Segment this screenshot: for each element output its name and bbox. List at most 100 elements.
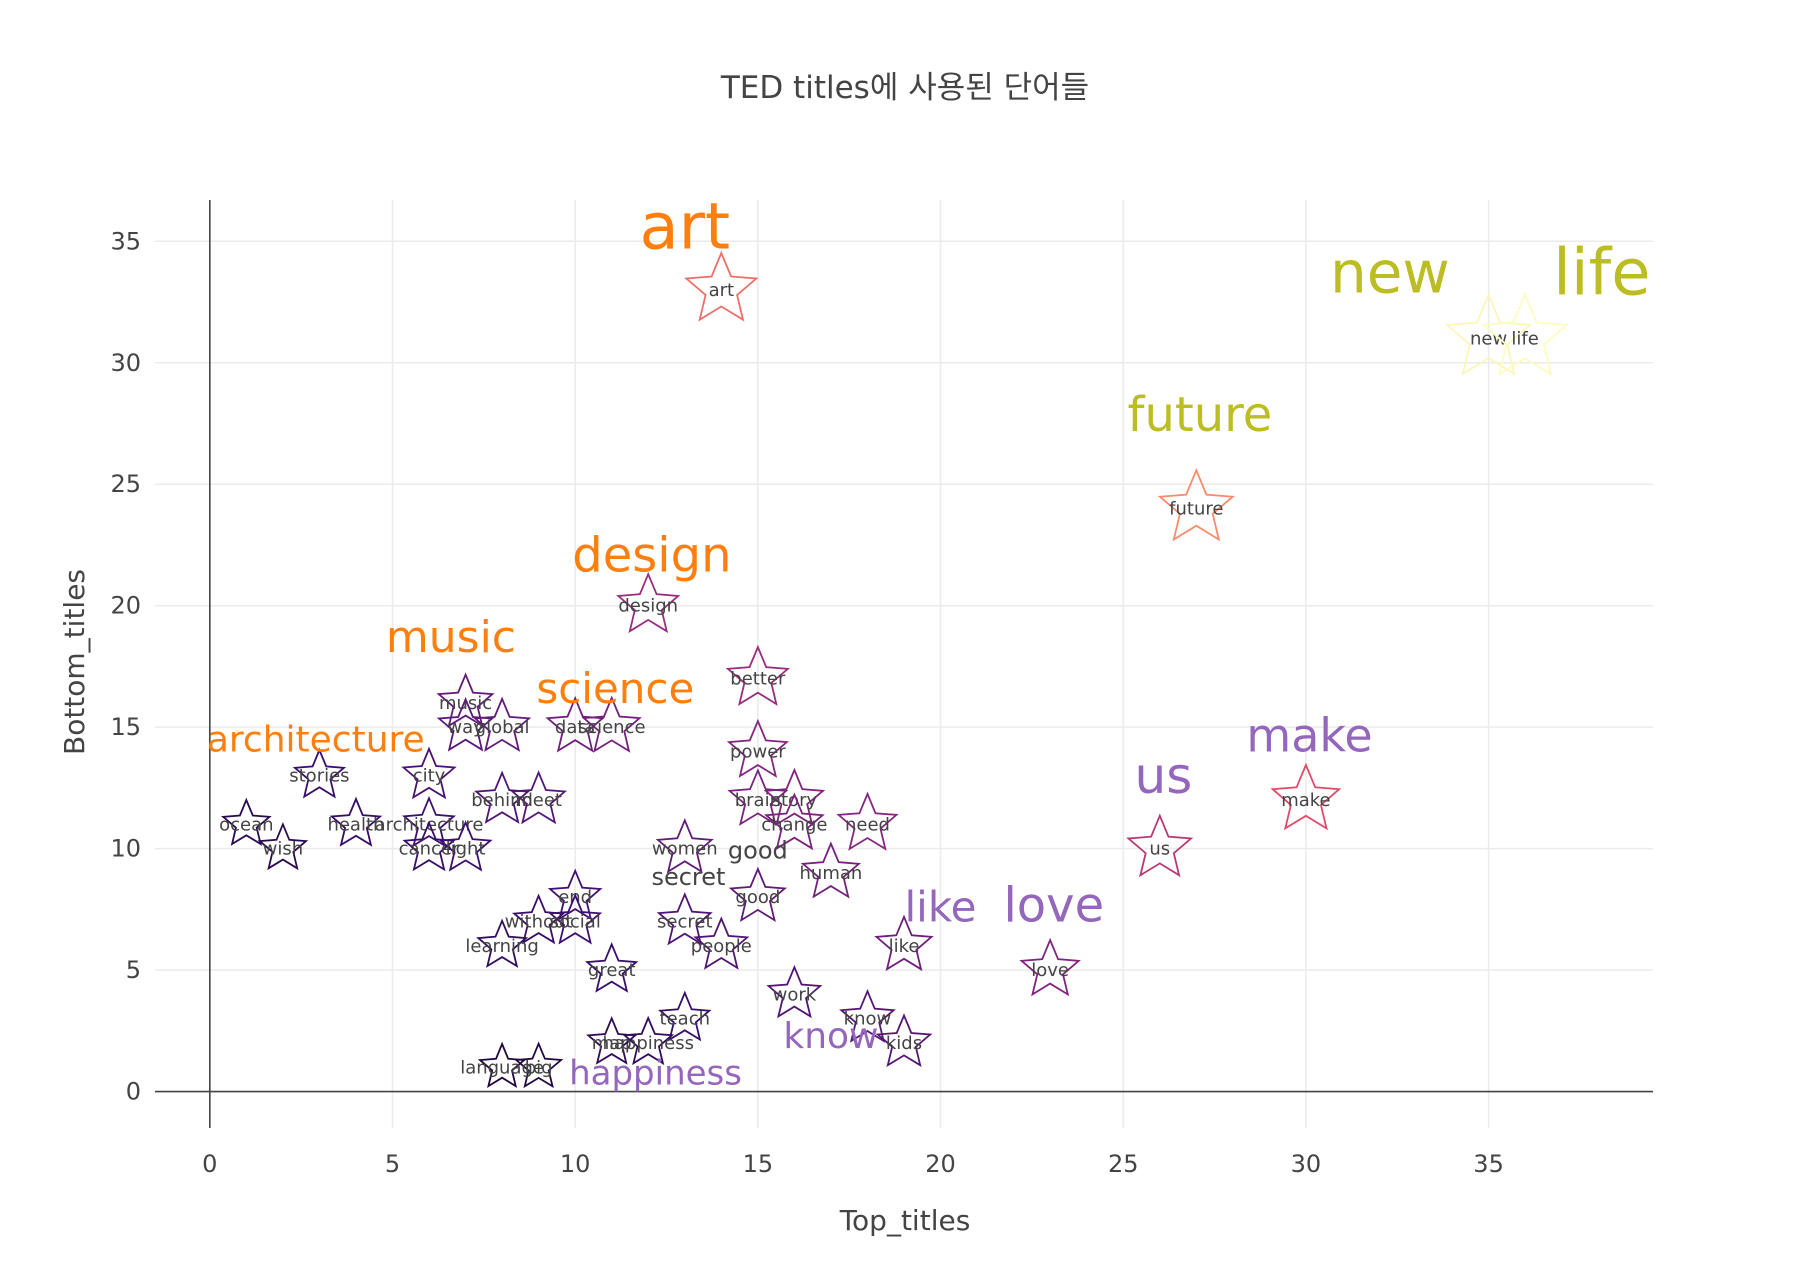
word-annotation: make (1246, 708, 1372, 762)
data-point-marker (1270, 762, 1342, 831)
data-point-label: data (555, 717, 596, 738)
data-point-label: kids (886, 1033, 922, 1054)
data-point-marker (586, 1015, 638, 1065)
data-point-marker (1481, 292, 1570, 376)
data-point-marker (1444, 292, 1533, 376)
data-point-label: future (1169, 499, 1223, 520)
data-point-marker (436, 672, 495, 728)
data-point-marker (763, 767, 826, 827)
data-point-marker (728, 866, 787, 923)
data-point-marker (1157, 467, 1235, 542)
data-point-label: change (761, 814, 827, 835)
data-point-label: big (525, 1057, 553, 1078)
data-point-label: love (1031, 960, 1069, 981)
y-tick-label: 20 (110, 592, 141, 620)
data-point-label: ocean (219, 814, 273, 835)
data-point-label: like (889, 936, 920, 957)
data-point-marker (476, 918, 529, 968)
data-point-marker (472, 696, 532, 752)
data-point-label: design (618, 596, 678, 617)
word-annotation: life (1553, 237, 1650, 311)
data-point-marker (836, 791, 899, 851)
data-point-label: map (592, 1033, 632, 1054)
word-annotation: good (728, 836, 788, 864)
x-tick-label: 5 (385, 1150, 400, 1178)
data-point-label: work (773, 984, 817, 1005)
y-axis-title: Bottom_titles (58, 569, 91, 755)
data-point-marker (658, 990, 712, 1042)
x-tick-label: 20 (925, 1150, 956, 1178)
data-point-label: city (413, 766, 446, 787)
y-tick-label: 0 (126, 1078, 141, 1106)
data-point-marker (655, 818, 714, 874)
data-point-label: brain (735, 790, 781, 811)
data-point-label: need (845, 814, 890, 835)
data-point-label: good (735, 887, 780, 908)
data-point-marker (1126, 813, 1194, 878)
word-annotation: secret (651, 863, 725, 891)
word-annotation: us (1135, 747, 1193, 805)
data-point-label: power (730, 741, 786, 762)
y-tick-label: 15 (110, 713, 141, 741)
axis-layer: 0 5 10 15 20 25 30 35 0 5 10 15 20 25 30 35 (110, 200, 1653, 1178)
data-point-label: better (730, 669, 786, 690)
y-tick-label: 25 (110, 470, 141, 498)
word-annotation: science (536, 664, 694, 713)
data-point-marker (875, 1013, 933, 1068)
data-point-marker (766, 964, 823, 1019)
data-point-marker (257, 821, 309, 871)
data-point-marker (329, 796, 383, 847)
data-point-label: teach (660, 1009, 710, 1030)
data-point-label: women (652, 839, 718, 860)
word-annotation: music (386, 612, 516, 663)
data-point-marker (725, 644, 791, 706)
data-point-marker (800, 841, 862, 899)
word-annotation: new (1330, 238, 1450, 306)
data-point-label: music (439, 693, 492, 714)
data-point-marker (656, 891, 713, 946)
data-point-label: light (446, 839, 486, 860)
word-annotation: happiness (569, 1053, 742, 1093)
data-point-marker (292, 747, 347, 799)
data-point-marker (584, 942, 639, 993)
word-annotation: design (572, 528, 731, 584)
x-tick-label: 10 (560, 1150, 591, 1178)
data-point-marker (684, 250, 759, 322)
data-point-label: language (460, 1057, 544, 1078)
data-point-label: health (327, 814, 384, 835)
word-annotation: love (1003, 878, 1104, 934)
data-point-marker (401, 746, 457, 800)
data-point-marker (616, 571, 681, 634)
data-point-marker (1019, 937, 1081, 997)
data-point-label: life (1511, 328, 1538, 349)
data-point-label: us (1149, 839, 1170, 860)
x-tick-label: 0 (202, 1150, 217, 1178)
data-point-label: learning (465, 936, 538, 957)
data-point-marker (874, 914, 934, 972)
word-annotation: architecture (207, 719, 425, 760)
x-tick-label: 25 (1108, 1150, 1139, 1178)
x-tick-label: 15 (743, 1150, 774, 1178)
word-annotation: art (639, 191, 730, 265)
x-tick-label: 35 (1473, 1150, 1504, 1178)
y-tick-label: 5 (126, 956, 141, 984)
data-point-label: story (772, 790, 818, 811)
data-point-marker (477, 1041, 527, 1089)
data-point-marker (548, 893, 603, 945)
data-point-label: know (844, 1009, 892, 1030)
data-point-marker (726, 718, 790, 778)
data-point-label: science (578, 717, 646, 738)
data-point-label: secret (657, 912, 713, 933)
data-point-marker (763, 792, 825, 851)
data-point-label: happiness (602, 1033, 694, 1054)
data-point-marker (693, 916, 750, 970)
data-point-label: new (1470, 328, 1507, 349)
data-point-marker (401, 795, 457, 848)
data-point-label: make (1281, 790, 1330, 811)
y-tick-label: 35 (110, 227, 141, 255)
data-point-label: meet (515, 790, 562, 811)
x-axis-title: Top_titles (839, 1204, 971, 1237)
